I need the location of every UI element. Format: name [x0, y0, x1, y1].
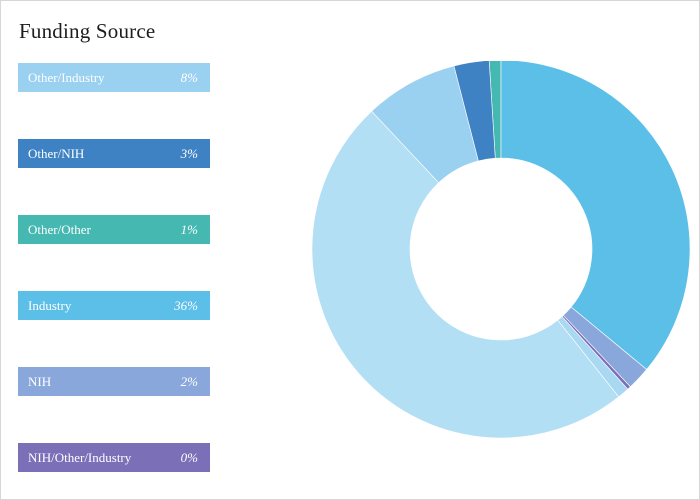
legend-percent: 36% [174, 297, 198, 313]
legend-label: NIH [28, 373, 52, 389]
donut-slice-unlabeled[interactable] [311, 110, 620, 439]
legend-percent: 1% [180, 221, 198, 237]
legend-item-nih-other-industry[interactable]: NIH/Other/Industry 0% [18, 443, 210, 472]
legend-item-industry[interactable]: Industry 36% [18, 291, 210, 320]
legend-label: Other/Industry [28, 69, 105, 85]
legend-percent: 0% [180, 449, 198, 465]
page-title: Funding Source [19, 19, 156, 43]
legend-item-nih[interactable]: NIH 2% [18, 367, 210, 396]
legend-percent: 8% [180, 69, 198, 85]
donut-slice-other-nih[interactable] [453, 61, 496, 162]
donut-chart [311, 61, 691, 439]
legend-item-other-nih[interactable]: Other/NIH 3% [18, 139, 210, 168]
legend-label: Other/NIH [28, 145, 85, 161]
legend-label: NIH/Other/Industry [28, 449, 132, 465]
legend-item-other-other[interactable]: Other/Other 1% [18, 215, 210, 244]
legend-percent: 2% [180, 373, 198, 389]
legend-percent: 3% [180, 145, 198, 161]
legend-item-other-industry[interactable]: Other/Industry 8% [18, 63, 210, 92]
donut-slice-industry[interactable] [500, 61, 691, 370]
legend-label: Industry [28, 297, 72, 313]
legend-label: Other/Other [28, 221, 91, 237]
